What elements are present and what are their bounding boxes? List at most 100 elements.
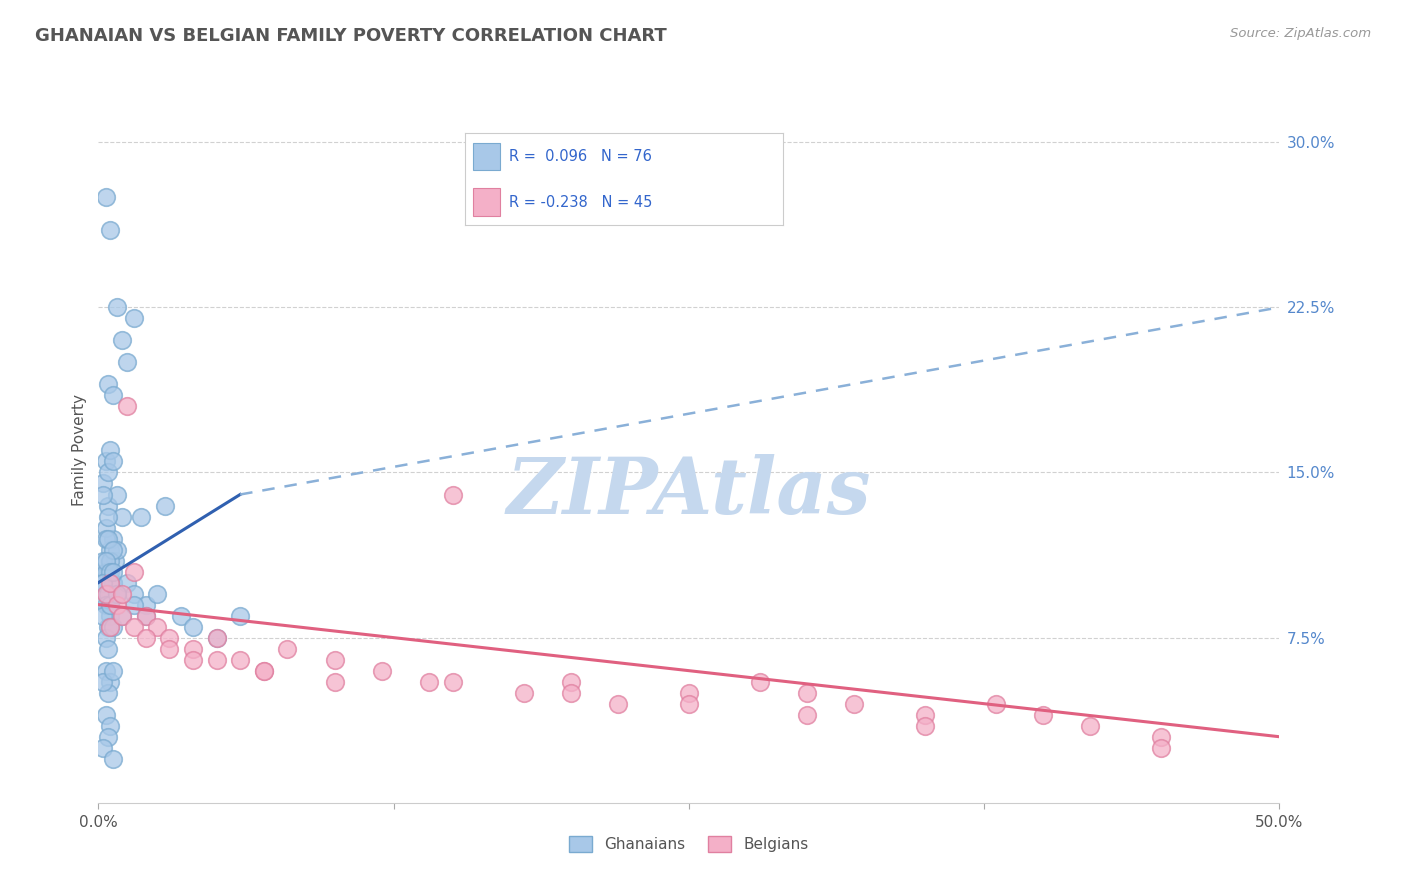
Point: [101, 664, 124, 678]
Point: [94, 664, 117, 678]
Point: [441, 674, 464, 689]
Point: [101, 752, 124, 766]
Point: [135, 608, 157, 623]
Point: [98, 598, 121, 612]
Point: [153, 499, 176, 513]
Point: [97, 730, 120, 744]
Point: [98, 608, 121, 623]
Point: [135, 631, 157, 645]
Point: [1150, 730, 1173, 744]
Point: [101, 575, 124, 590]
Point: [105, 301, 128, 315]
Point: [97, 509, 120, 524]
Point: [98, 619, 121, 633]
Point: [111, 608, 134, 623]
Point: [98, 674, 121, 689]
Point: [111, 334, 134, 348]
Point: [101, 619, 124, 633]
Point: [97, 466, 120, 480]
Point: [796, 686, 818, 700]
Point: [115, 400, 138, 414]
Point: [844, 697, 866, 711]
Point: [170, 608, 193, 623]
Point: [512, 686, 534, 700]
Point: [94, 520, 117, 534]
Point: [984, 697, 1007, 711]
Point: [97, 598, 120, 612]
Point: [94, 565, 117, 579]
Point: [135, 608, 157, 623]
Point: [1150, 740, 1173, 755]
Point: [1080, 719, 1102, 733]
Point: [97, 641, 120, 656]
Point: [122, 311, 145, 326]
Point: [94, 586, 117, 600]
Point: [98, 575, 121, 590]
Point: [229, 608, 252, 623]
Point: [105, 586, 128, 600]
Point: [229, 653, 252, 667]
Point: [115, 355, 138, 369]
Point: [91, 575, 114, 590]
Point: [94, 454, 117, 468]
Point: [129, 509, 152, 524]
Point: [122, 619, 145, 633]
Point: [94, 598, 117, 612]
Point: [748, 674, 770, 689]
Point: [101, 575, 124, 590]
Point: [157, 641, 180, 656]
Point: [371, 664, 394, 678]
Point: [560, 686, 582, 700]
Point: [135, 598, 157, 612]
Point: [97, 686, 120, 700]
Point: [97, 499, 120, 513]
Point: [914, 707, 936, 722]
Point: [115, 575, 138, 590]
Point: [253, 664, 276, 678]
Point: [94, 707, 117, 722]
Point: [122, 565, 145, 579]
Point: [111, 586, 134, 600]
Point: [97, 377, 120, 392]
Point: [104, 553, 127, 567]
Point: [98, 565, 121, 579]
Point: [678, 686, 700, 700]
Point: [146, 586, 169, 600]
Point: [91, 575, 114, 590]
Point: [91, 476, 114, 491]
Point: [98, 542, 121, 557]
Point: [91, 740, 114, 755]
Point: [105, 542, 128, 557]
Legend: Ghanaians, Belgians: Ghanaians, Belgians: [562, 830, 815, 859]
Point: [105, 586, 128, 600]
Point: [94, 586, 117, 600]
Point: [1032, 707, 1054, 722]
Text: Source: ZipAtlas.com: Source: ZipAtlas.com: [1230, 27, 1371, 40]
Point: [101, 532, 124, 546]
Point: [94, 631, 117, 645]
Point: [97, 565, 120, 579]
Point: [101, 454, 124, 468]
Point: [205, 653, 228, 667]
Point: [101, 565, 124, 579]
Point: [122, 598, 145, 612]
Point: [253, 664, 276, 678]
Point: [105, 487, 128, 501]
Point: [323, 653, 346, 667]
Point: [91, 608, 114, 623]
Point: [111, 608, 134, 623]
Point: [98, 719, 121, 733]
Point: [205, 631, 228, 645]
Point: [91, 674, 114, 689]
Point: [98, 443, 121, 458]
Point: [101, 542, 124, 557]
Point: [796, 707, 818, 722]
Text: GHANAIAN VS BELGIAN FAMILY POVERTY CORRELATION CHART: GHANAIAN VS BELGIAN FAMILY POVERTY CORRE…: [35, 27, 666, 45]
Point: [914, 719, 936, 733]
Point: [97, 619, 120, 633]
Point: [276, 641, 298, 656]
Point: [181, 619, 204, 633]
Point: [441, 487, 464, 501]
Point: [98, 586, 121, 600]
Point: [98, 553, 121, 567]
